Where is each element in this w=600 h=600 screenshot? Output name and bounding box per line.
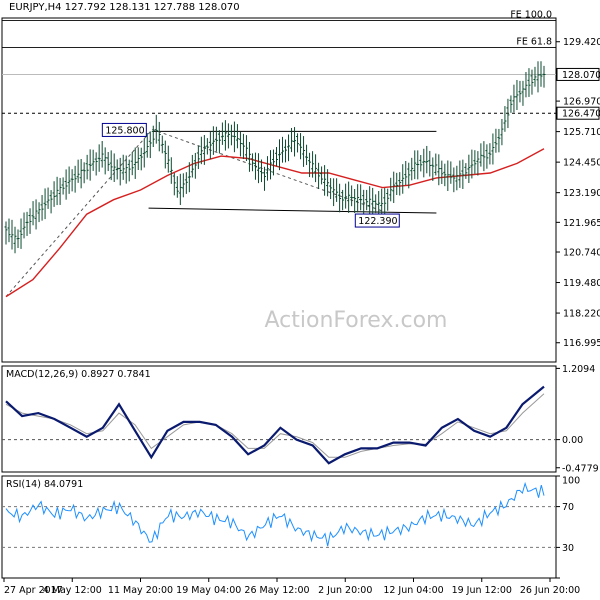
price-tick-label-10: 118.220 <box>563 309 600 320</box>
x-tick-label-1: 4 May 12:00 <box>43 585 102 596</box>
rsi-tick-label-0: 100 <box>562 476 580 487</box>
price-tick-label-4: 125.710 <box>563 127 600 138</box>
x-tick-label-2: 11 May 20:00 <box>108 585 173 596</box>
ohlc-values: 127.792 128.131 127.788 128.070 <box>64 2 240 13</box>
macd-title: MACD(12,26,9) 0.8927 0.7841 <box>6 369 151 380</box>
price-tick-label-11: 116.995 <box>563 338 600 349</box>
macd-main-line <box>5 385 545 465</box>
dashed-level-label: 126.470 <box>562 109 600 120</box>
rsi-line <box>5 481 545 547</box>
x-tick-label-0: 27 Apr 2017 <box>4 585 63 596</box>
dashed-level-box <box>556 106 600 120</box>
x-tick-label-7: 19 Jun 12:00 <box>452 585 512 596</box>
price-tick-label-9: 119.480 <box>563 278 600 289</box>
x-tick-label-4: 26 May 12:00 <box>244 585 309 596</box>
price-panel-frame <box>1 17 557 363</box>
trend-line-support <box>148 207 437 214</box>
macd-tick-label-0: 1.2094 <box>562 364 595 375</box>
price-tick-label-8: 120.740 <box>563 248 600 259</box>
x-tick-label-6: 12 Jun 04:00 <box>383 585 443 596</box>
rsi-panel-frame <box>1 475 557 579</box>
rsi-tick-label-2: 30 <box>562 543 574 554</box>
x-tick-label-8: 26 Jun 20:00 <box>520 585 580 596</box>
current-price-label: 128.070 <box>562 70 600 81</box>
annotation-box-1 <box>354 213 400 228</box>
price-tick-label-0: 129.420 <box>563 37 600 48</box>
x-tick-label-5: 2 Jun 20:00 <box>318 585 372 596</box>
trend-line-dashed-down <box>152 128 386 213</box>
price-tick-label-6: 123.190 <box>563 188 600 199</box>
trend-line-dashed-up <box>5 129 153 297</box>
annotation-label-1: 122.390 <box>358 216 397 227</box>
symbol-label: EURJPY,H4 <box>9 2 62 13</box>
annotation-box-0 <box>101 122 147 137</box>
macd-tick-label-2: -0.4779 <box>562 463 599 474</box>
x-tick-label-3: 19 May 04:00 <box>176 585 241 596</box>
price-tick-label-2: 126.970 <box>563 97 600 108</box>
fib-label-1: FE 61.8 <box>516 37 552 48</box>
fib-label-0: FE 100.0 <box>510 9 552 20</box>
rsi-tick-label-1: 70 <box>562 502 574 513</box>
watermark: ActionForex.com <box>265 308 448 333</box>
moving-average-line <box>5 148 545 298</box>
current-price-box <box>556 67 600 81</box>
annotation-label-0: 125.800 <box>105 125 144 136</box>
macd-tick-label-1: 0.00 <box>562 435 583 446</box>
macd-signal-line <box>5 393 545 458</box>
price-tick-label-5: 124.450 <box>563 158 600 169</box>
chart-header: EURJPY,H4 127.792 128.131 127.788 128.07… <box>9 2 240 13</box>
rsi-title: RSI(14) 84.0791 <box>6 479 83 490</box>
macd-panel-frame <box>1 365 557 473</box>
price-tick-label-7: 121.965 <box>563 218 600 229</box>
